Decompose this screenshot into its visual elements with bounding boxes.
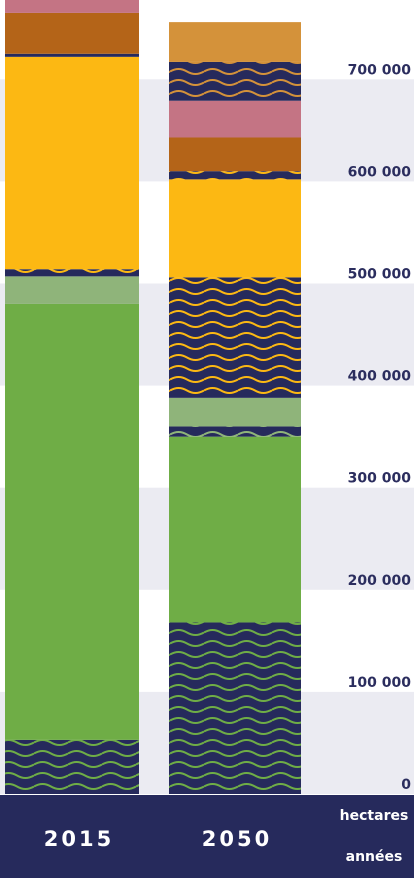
bar-segment-2050-10 [169,61,301,101]
bar-segment-2050-11 [169,22,301,62]
y-tick-label: 700 000 [348,62,412,78]
category-label-2050: 2050 [202,827,272,851]
y-tick-label: 0 [401,777,411,793]
y-tick-label: 600 000 [348,164,412,180]
bar-segment-2050-3 [169,426,301,437]
y-tick-label: 100 000 [348,675,412,691]
y-tick-label: 300 000 [348,471,412,487]
bar-segment-2050-6 [169,179,301,278]
bar-segment-2050-5 [169,277,301,398]
bar-segment-2015-1 [5,739,139,794]
bars [5,0,301,794]
bar-segment-2015-5 [5,269,139,277]
category-label-2015: 2015 [44,827,114,851]
x-unit-label: années [346,849,403,865]
bar-segment-2015-7 [5,53,139,57]
y-tick-label: 500 000 [348,267,412,283]
bar-segment-2050-2 [169,436,301,623]
bar-segment-2015-6 [5,56,139,270]
footer-background [0,795,414,878]
bar-segment-2050-4 [169,397,301,427]
bar-segment-2050-7 [169,171,301,180]
bar-segment-2015-9 [5,0,139,13]
y-tick-label: 400 000 [348,369,412,385]
bar-segment-2050-8 [169,137,301,172]
bar-segment-2050-9 [169,100,301,138]
footer: 2015 2050 hectares années [0,795,414,878]
bar-segment-2015-8 [5,12,139,54]
y-tick-label: 200 000 [348,573,412,589]
bar-segment-2015-2 [5,303,139,740]
bar-segment-2015-4 [5,276,139,304]
bar-segment-2050-1 [169,622,301,794]
y-axis-tick-labels: 0 100 000 200 000 300 000 400 000 500 000 600 … [348,62,412,793]
y-unit-label: hectares [340,808,409,824]
